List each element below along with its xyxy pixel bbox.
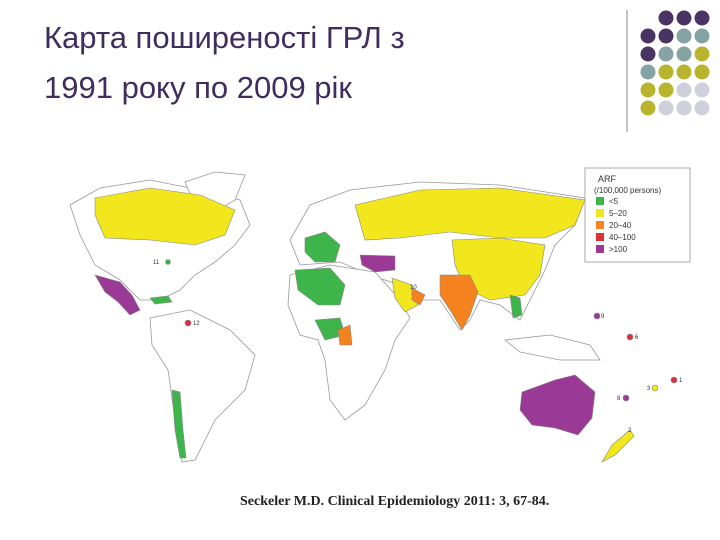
decor-dot — [694, 10, 710, 26]
map-label: 11 — [153, 260, 160, 266]
legend-swatch — [596, 245, 604, 253]
decor-dot — [658, 82, 674, 98]
island — [651, 384, 659, 392]
decor-dot — [676, 64, 692, 80]
decor-dot — [676, 100, 692, 116]
decor-dot — [694, 46, 710, 62]
island — [622, 394, 630, 402]
legend-swatch — [596, 197, 604, 205]
legend-swatch — [596, 221, 604, 229]
map-label: 9 — [601, 314, 605, 320]
decor-dot — [658, 64, 674, 80]
map-label: 1 — [679, 378, 683, 384]
canada — [94, 187, 236, 246]
decor-dot — [676, 28, 692, 44]
island — [184, 319, 192, 327]
cuba — [149, 295, 173, 305]
island — [593, 312, 601, 320]
map-label: 6 — [635, 335, 639, 341]
legend-swatch — [596, 209, 604, 217]
legend-label: 5–20 — [609, 209, 627, 218]
legend-label: >100 — [609, 245, 628, 254]
map-label: 2 — [628, 428, 632, 434]
new-zealand — [601, 429, 635, 463]
decor-dot — [640, 82, 656, 98]
title-line: Карта поширеності ГРЛ з — [44, 20, 405, 55]
decor-dot — [658, 46, 674, 62]
world-map: 11 12 10 9 6 1 3 8 2 — [69, 171, 683, 463]
decor-dot — [694, 100, 710, 116]
india — [439, 274, 479, 331]
legend-subtitle: (/100,000 persons) — [594, 186, 661, 195]
south-america — [149, 309, 256, 463]
decor-dot — [676, 10, 692, 26]
mexico — [94, 274, 141, 316]
europe-west — [304, 231, 341, 263]
chile — [171, 389, 187, 459]
legend-title: ARF — [598, 174, 617, 184]
island — [626, 333, 634, 341]
australia — [519, 374, 596, 436]
decor-dot — [676, 46, 692, 62]
algeria — [294, 267, 346, 306]
title-line: 1991 року по 2009 рік — [44, 70, 352, 105]
indonesia — [503, 334, 601, 361]
china — [451, 237, 546, 301]
decor-dot — [676, 82, 692, 98]
decor-dot — [640, 28, 656, 44]
legend-label: 20–40 — [609, 221, 632, 230]
saudi — [391, 277, 419, 313]
cameroon — [337, 324, 353, 346]
decor-dot — [658, 100, 674, 116]
iran — [359, 254, 396, 273]
decor-dot — [694, 28, 710, 44]
decor-dot — [694, 82, 710, 98]
decor-dots — [640, 10, 710, 116]
vietnam — [509, 294, 523, 319]
legend-label: 40–100 — [609, 233, 636, 242]
decor-dot — [658, 28, 674, 44]
decor-dot — [658, 10, 674, 26]
map-label: 10 — [410, 285, 417, 291]
russia — [354, 187, 586, 241]
legend-label: <5 — [609, 197, 619, 206]
legend-swatch — [596, 233, 604, 241]
decor-dot — [640, 46, 656, 62]
map-label: 12 — [193, 321, 200, 327]
map-label: 3 — [647, 386, 651, 392]
decor-dot — [694, 64, 710, 80]
pakistan — [411, 287, 426, 306]
legend: ARF (/100,000 persons) <5 5–20 20–40 40–100… — [584, 167, 691, 263]
island — [165, 259, 171, 265]
decor-dot — [640, 100, 656, 116]
island — [670, 376, 678, 384]
decor-dot — [640, 64, 656, 80]
map-label: 8 — [617, 396, 621, 402]
citation: Seckeler M.D. Clinical Epidemiology 2011… — [240, 494, 549, 509]
